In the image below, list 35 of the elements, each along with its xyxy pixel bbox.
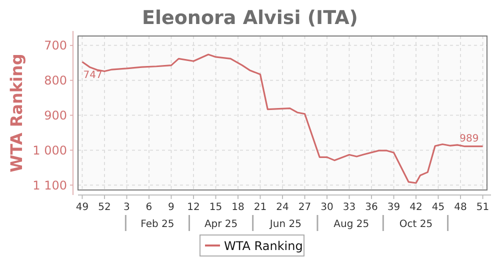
y-tick-label: 900	[44, 108, 67, 122]
x-tick-label: 24	[276, 202, 289, 213]
x-tick-label: 45	[432, 202, 445, 213]
x2-tick-label: Apr 25	[204, 219, 238, 230]
annotation: 747	[83, 70, 102, 81]
x2-tick-label: Oct 25	[399, 219, 433, 230]
x2-tick-label: Jun 25	[268, 219, 302, 230]
x-tick-label: 52	[98, 202, 111, 213]
x-tick-label: 33	[342, 202, 356, 213]
x-tick-label: 3	[124, 202, 130, 213]
x-tick-label: 39	[387, 202, 400, 213]
annotation: 989	[460, 133, 479, 144]
y-axis-title: WTA Ranking	[7, 54, 26, 172]
x-tick-label: 51	[476, 202, 490, 213]
x2-tick-label: Feb 25	[140, 219, 174, 230]
x-tick-label: 42	[410, 202, 422, 213]
x-tick-label: 15	[209, 202, 222, 213]
x-tick-label: 12	[187, 202, 200, 213]
x-tick-label: 6	[146, 202, 152, 213]
x-tick-label: 48	[454, 202, 467, 213]
x-tick-label: 49	[76, 202, 89, 213]
x-tick-label: 36	[365, 202, 378, 213]
line-series	[81, 54, 484, 184]
y-tick-label: 800	[44, 74, 67, 88]
x-tick-label: 18	[232, 202, 244, 213]
y-tick-label: 1 100	[32, 178, 67, 192]
y-tick-label: 700	[44, 38, 67, 53]
x-tick-label: 30	[320, 202, 334, 213]
chart-title: Eleonora Alvisi (ITA)	[142, 7, 358, 29]
y-tick-label: 1 000	[32, 143, 67, 158]
x-tick-label: 21	[254, 202, 267, 213]
x-tick-label: 9	[168, 202, 174, 213]
legend-label: WTA Ranking	[224, 239, 303, 253]
x2-tick-label: Aug 25	[334, 219, 370, 230]
x-tick-label: 27	[298, 202, 312, 213]
